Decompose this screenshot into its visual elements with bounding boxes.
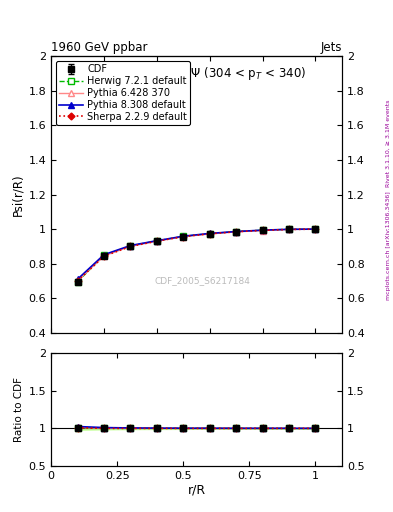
Pythia 6.428 370	[260, 227, 265, 233]
Sherpa 2.2.9 default	[234, 229, 239, 235]
Sherpa 2.2.9 default	[102, 253, 107, 259]
Pythia 8.308 default	[286, 226, 291, 232]
Pythia 6.428 370	[208, 231, 212, 237]
Line: Herwig 7.2.1 default: Herwig 7.2.1 default	[75, 226, 318, 285]
Herwig 7.2.1 default	[313, 226, 318, 232]
Text: mcplots.cern.ch [arXiv:1306.3436]: mcplots.cern.ch [arXiv:1306.3436]	[386, 191, 391, 300]
Line: Sherpa 2.2.9 default: Sherpa 2.2.9 default	[75, 227, 318, 283]
Sherpa 2.2.9 default	[154, 238, 159, 244]
Sherpa 2.2.9 default	[260, 227, 265, 233]
Pythia 6.428 370	[128, 243, 133, 249]
Pythia 8.308 default	[208, 230, 212, 237]
Herwig 7.2.1 default	[260, 227, 265, 233]
Pythia 8.308 default	[102, 251, 107, 258]
Legend: CDF, Herwig 7.2.1 default, Pythia 6.428 370, Pythia 8.308 default, Sherpa 2.2.9 : CDF, Herwig 7.2.1 default, Pythia 6.428 …	[56, 61, 190, 125]
Sherpa 2.2.9 default	[128, 243, 133, 249]
Herwig 7.2.1 default	[208, 230, 212, 237]
Sherpa 2.2.9 default	[286, 226, 291, 232]
Herwig 7.2.1 default	[234, 228, 239, 234]
Pythia 8.308 default	[313, 226, 318, 232]
Herwig 7.2.1 default	[75, 279, 80, 285]
Pythia 6.428 370	[313, 226, 318, 232]
Text: Integral jet shapeΨ (304 < p$_T$ < 340): Integral jet shapeΨ (304 < p$_T$ < 340)	[87, 65, 306, 81]
Sherpa 2.2.9 default	[75, 278, 80, 284]
Herwig 7.2.1 default	[286, 226, 291, 232]
Sherpa 2.2.9 default	[181, 233, 185, 240]
Pythia 6.428 370	[181, 233, 185, 240]
Text: Rivet 3.1.10, ≥ 3.1M events: Rivet 3.1.10, ≥ 3.1M events	[386, 100, 391, 187]
Y-axis label: Ratio to CDF: Ratio to CDF	[15, 377, 24, 442]
X-axis label: r/R: r/R	[187, 483, 206, 497]
Pythia 8.308 default	[75, 276, 80, 282]
Text: 1960 GeV ppbar: 1960 GeV ppbar	[51, 41, 148, 54]
Pythia 8.308 default	[154, 238, 159, 244]
Pythia 8.308 default	[128, 243, 133, 249]
Herwig 7.2.1 default	[102, 252, 107, 259]
Pythia 8.308 default	[234, 228, 239, 234]
Text: Jets: Jets	[320, 41, 342, 54]
Pythia 6.428 370	[234, 229, 239, 235]
Pythia 6.428 370	[286, 226, 291, 232]
Sherpa 2.2.9 default	[208, 231, 212, 237]
Pythia 6.428 370	[102, 253, 107, 259]
Line: Pythia 6.428 370: Pythia 6.428 370	[74, 226, 319, 285]
Pythia 6.428 370	[154, 238, 159, 244]
Pythia 6.428 370	[75, 278, 80, 284]
Pythia 8.308 default	[181, 233, 185, 239]
Pythia 8.308 default	[260, 227, 265, 233]
Herwig 7.2.1 default	[181, 233, 185, 240]
Y-axis label: Psi(r/R): Psi(r/R)	[11, 173, 24, 216]
Herwig 7.2.1 default	[128, 243, 133, 249]
Herwig 7.2.1 default	[154, 238, 159, 244]
Text: CDF_2005_S6217184: CDF_2005_S6217184	[154, 276, 250, 285]
Sherpa 2.2.9 default	[313, 226, 318, 232]
Line: Pythia 8.308 default: Pythia 8.308 default	[74, 226, 319, 283]
